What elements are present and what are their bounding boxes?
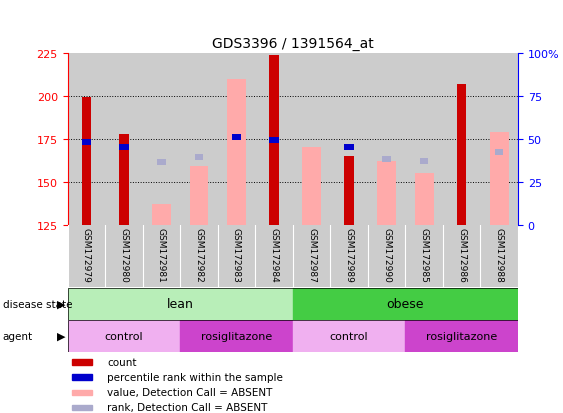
Bar xyxy=(269,138,279,144)
Bar xyxy=(377,161,396,225)
Text: control: control xyxy=(105,331,143,341)
Bar xyxy=(490,133,508,225)
Bar xyxy=(105,54,142,225)
Bar xyxy=(330,54,368,225)
Bar xyxy=(72,359,92,365)
Bar xyxy=(68,54,105,225)
Bar xyxy=(152,204,171,225)
Text: value, Detection Call = ABSENT: value, Detection Call = ABSENT xyxy=(107,387,272,397)
Bar xyxy=(82,140,91,145)
Title: GDS3396 / 1391564_at: GDS3396 / 1391564_at xyxy=(212,37,374,51)
Bar xyxy=(269,55,279,225)
Text: ▶: ▶ xyxy=(56,331,65,341)
Bar xyxy=(345,145,354,150)
Text: GSM172988: GSM172988 xyxy=(495,228,504,282)
Bar xyxy=(180,320,293,352)
Bar xyxy=(72,405,92,410)
Text: GSM172989: GSM172989 xyxy=(345,228,354,282)
Text: GSM172983: GSM172983 xyxy=(232,228,241,282)
Text: GSM172987: GSM172987 xyxy=(307,228,316,282)
Text: GSM172982: GSM172982 xyxy=(194,228,203,282)
Bar xyxy=(495,150,503,156)
Bar xyxy=(72,375,92,380)
Bar xyxy=(293,226,330,287)
Bar xyxy=(195,155,203,161)
Bar xyxy=(457,85,466,225)
Bar xyxy=(255,226,293,287)
Bar xyxy=(302,148,321,225)
Bar xyxy=(157,160,166,166)
Bar xyxy=(382,157,391,163)
Text: agent: agent xyxy=(3,331,33,341)
Text: GSM172986: GSM172986 xyxy=(457,228,466,282)
Text: rosiglitazone: rosiglitazone xyxy=(201,331,272,341)
Bar xyxy=(293,320,405,352)
Bar xyxy=(227,79,246,225)
Text: obese: obese xyxy=(387,298,424,311)
Bar xyxy=(480,54,518,225)
Bar xyxy=(255,54,293,225)
Bar xyxy=(82,98,91,225)
Bar xyxy=(420,158,428,164)
Bar xyxy=(293,288,518,320)
Text: GSM172990: GSM172990 xyxy=(382,228,391,282)
Text: ▶: ▶ xyxy=(56,299,65,309)
Text: control: control xyxy=(330,331,368,341)
Text: GSM172984: GSM172984 xyxy=(270,228,279,282)
Bar xyxy=(119,145,128,150)
Bar xyxy=(443,226,480,287)
Bar xyxy=(405,320,518,352)
Bar xyxy=(368,54,405,225)
Text: rosiglitazone: rosiglitazone xyxy=(426,331,497,341)
Bar xyxy=(232,134,241,140)
Bar xyxy=(293,54,330,225)
Text: percentile rank within the sample: percentile rank within the sample xyxy=(107,372,283,382)
Bar xyxy=(405,226,443,287)
Text: GSM172979: GSM172979 xyxy=(82,228,91,282)
Bar xyxy=(105,226,142,287)
Text: rank, Detection Call = ABSENT: rank, Detection Call = ABSENT xyxy=(107,402,267,412)
Bar xyxy=(180,54,218,225)
Text: count: count xyxy=(107,357,136,367)
Bar xyxy=(443,54,480,225)
Text: disease state: disease state xyxy=(3,299,72,309)
Bar xyxy=(218,226,255,287)
Bar xyxy=(345,157,354,225)
Text: GSM172985: GSM172985 xyxy=(419,228,428,282)
Text: lean: lean xyxy=(167,298,194,311)
Bar xyxy=(368,226,405,287)
Bar xyxy=(68,320,180,352)
Bar xyxy=(68,288,293,320)
Bar xyxy=(72,389,92,395)
Bar xyxy=(480,226,518,287)
Bar xyxy=(233,134,241,140)
Bar xyxy=(142,226,180,287)
Bar xyxy=(68,226,105,287)
Bar xyxy=(405,54,443,225)
Bar xyxy=(180,226,218,287)
Bar xyxy=(415,173,434,225)
Bar xyxy=(190,167,208,225)
Text: GSM172981: GSM172981 xyxy=(157,228,166,282)
Bar xyxy=(142,54,180,225)
Bar xyxy=(119,134,128,225)
Bar xyxy=(218,54,255,225)
Bar xyxy=(330,226,368,287)
Text: GSM172980: GSM172980 xyxy=(119,228,128,282)
